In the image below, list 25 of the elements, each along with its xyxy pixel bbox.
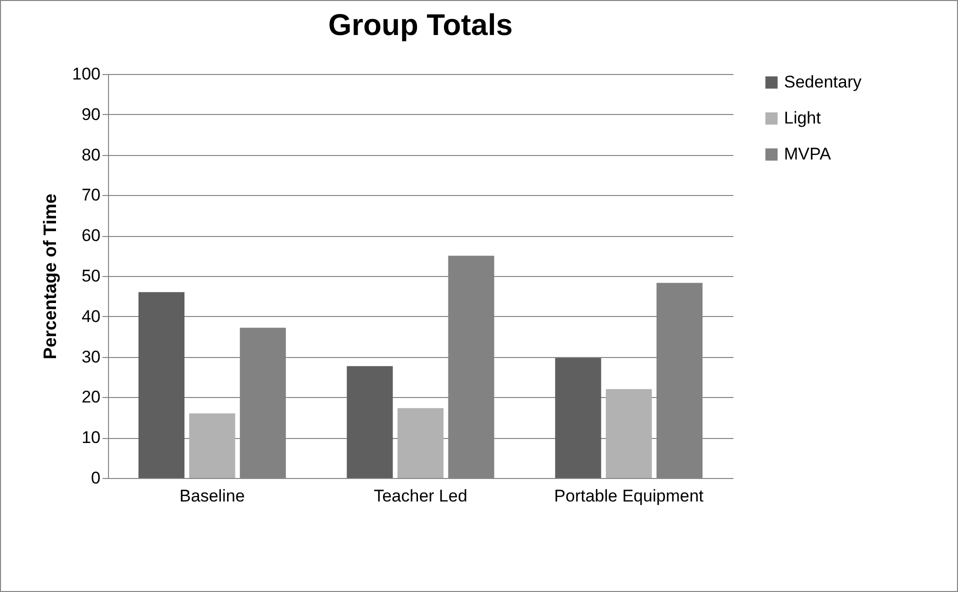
- bar: [346, 366, 393, 478]
- y-tick-label: 70: [82, 186, 100, 205]
- x-tick-label: Portable Equipment: [554, 486, 704, 506]
- x-tick-label: Baseline: [180, 486, 245, 506]
- legend-label: Light: [784, 108, 822, 128]
- bar: [189, 413, 236, 478]
- y-tick-label: 30: [82, 347, 100, 366]
- y-tick-label: 40: [82, 306, 100, 326]
- y-tick-label: 60: [82, 226, 100, 246]
- legend-label: Sedentary: [784, 72, 862, 92]
- y-tick-label: 50: [82, 266, 100, 286]
- legend-label: MVPA: [784, 144, 832, 164]
- x-tick-label: Teacher Led: [374, 486, 468, 506]
- y-tick-label: 100: [72, 64, 100, 84]
- bar: [398, 408, 444, 478]
- bar: [555, 358, 602, 478]
- chart-title: Group Totals: [328, 9, 513, 42]
- bar: [606, 389, 652, 478]
- y-tick-label: 10: [82, 428, 100, 448]
- y-tick-label: 0: [91, 468, 100, 488]
- y-tick-label: 90: [82, 104, 100, 124]
- y-tick-label: 80: [82, 145, 100, 164]
- y-axis-title: Percentage of Time: [40, 194, 60, 360]
- y-tick-label: 20: [82, 388, 100, 407]
- bar: [138, 292, 184, 478]
